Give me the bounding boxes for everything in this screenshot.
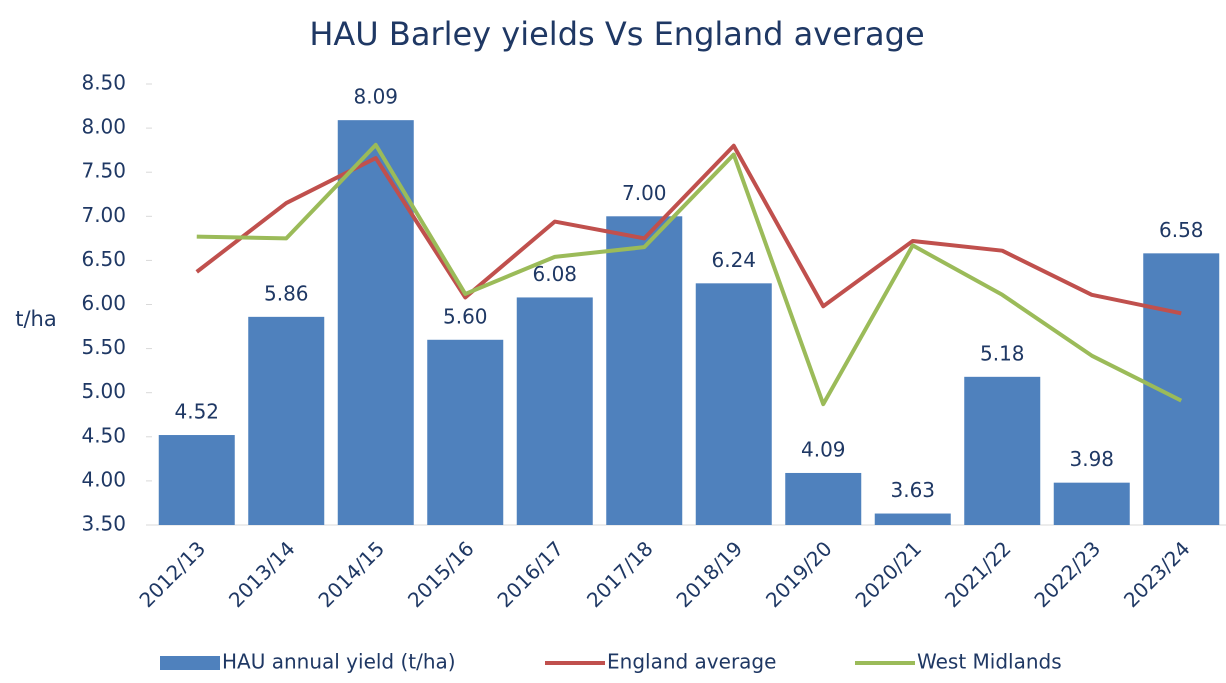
data-label: 6.58: [1159, 218, 1204, 242]
y-tick-label: 8.50: [81, 71, 126, 95]
legend-label: West Midlands: [917, 650, 1062, 674]
line: [196, 142, 1183, 407]
line: [195, 143, 1182, 316]
data-label: 4.09: [801, 437, 846, 461]
bar: [874, 513, 951, 525]
legend-label: England average: [607, 650, 776, 674]
x-tick-label: 2021/22: [940, 536, 1016, 612]
y-tick-label: 5.00: [81, 379, 126, 403]
y-axis-label: t/ha: [15, 307, 57, 331]
x-tick-label: 2015/16: [403, 536, 479, 612]
bar: [337, 120, 414, 526]
y-tick-label: 4.50: [81, 423, 126, 447]
bar: [785, 472, 862, 525]
bar: [427, 339, 504, 525]
x-tick-label: 2023/24: [1119, 536, 1195, 612]
y-tick-label: 4.00: [81, 467, 126, 491]
data-label: 5.60: [443, 304, 488, 328]
y-tick-label: 6.50: [81, 247, 126, 271]
bar: [606, 216, 683, 526]
data-label: 5.18: [980, 341, 1025, 365]
y-tick-label: 6.00: [81, 291, 126, 315]
data-label: 3.98: [1069, 447, 1114, 471]
y-tick-label: 5.50: [81, 335, 126, 359]
y-tick-label: 7.50: [81, 159, 126, 183]
data-label: 5.86: [264, 281, 309, 305]
x-tick-label: 2022/23: [1029, 536, 1105, 612]
x-tick-label: 2013/14: [224, 536, 300, 612]
x-tick-label: 2012/13: [134, 536, 210, 612]
x-tick-label: 2018/19: [671, 536, 747, 612]
data-label: 6.24: [711, 248, 756, 272]
data-label: 4.52: [174, 400, 219, 424]
y-tick-label: 7.00: [81, 203, 126, 227]
bar: [248, 316, 325, 525]
data-label: 8.09: [353, 85, 398, 109]
bar: [516, 297, 593, 525]
bar: [1053, 482, 1130, 525]
bar: [964, 376, 1041, 525]
y-tick-label: 8.00: [81, 115, 126, 139]
y-tick-label: 3.50: [81, 512, 126, 536]
bar: [158, 435, 235, 525]
x-tick-label: 2019/20: [761, 536, 837, 612]
x-tick-label: 2014/15: [313, 536, 389, 612]
legend-label: HAU annual yield (t/ha): [222, 650, 456, 674]
chart-title: HAU Barley yields Vs England average: [309, 15, 924, 53]
x-tick-label: 2016/17: [492, 536, 568, 612]
data-label: 6.08: [532, 262, 577, 286]
data-label: 3.63: [890, 478, 935, 502]
data-label: 7.00: [622, 181, 667, 205]
x-tick-label: 2020/21: [850, 536, 926, 612]
legend-swatch: [160, 656, 220, 670]
x-tick-label: 2017/18: [582, 536, 658, 612]
bar: [695, 283, 772, 525]
